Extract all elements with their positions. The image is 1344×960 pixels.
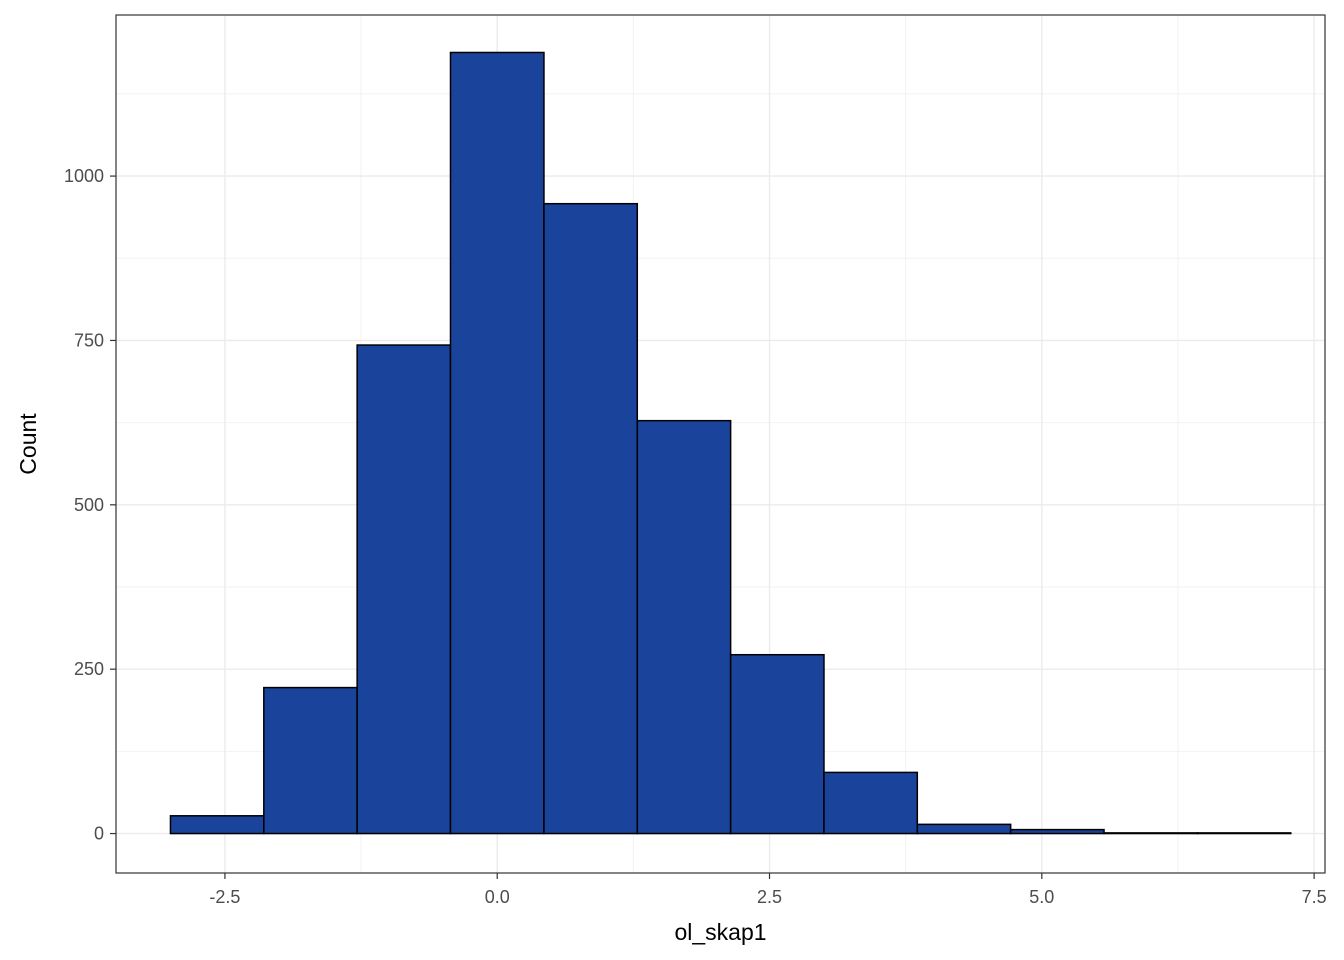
histogram-bars	[169, 51, 1292, 835]
histogram-bar	[543, 202, 639, 835]
histogram-bar	[356, 344, 452, 835]
histogram-bar	[823, 771, 919, 835]
histogram-bar	[263, 686, 358, 835]
histogram-bar	[636, 419, 732, 835]
panel-border	[115, 14, 1326, 874]
x-axis-ticks: -2.5 0.0 2.5 5.0 7.5	[209, 873, 1327, 907]
histogram-bar	[1196, 832, 1292, 835]
histogram-bar	[729, 653, 825, 835]
x-tick-label: 0.0	[485, 887, 510, 907]
histogram-bar	[1103, 832, 1199, 835]
y-tick-label: 750	[74, 330, 104, 350]
x-tick-label: 2.5	[757, 887, 782, 907]
y-tick-label: 1000	[64, 166, 104, 186]
y-tick-label: 250	[74, 659, 104, 679]
y-axis-ticks: 0 250 500 750 1000	[64, 166, 116, 844]
y-tick-label: 500	[74, 495, 104, 515]
x-tick-label: 7.5	[1302, 887, 1327, 907]
histogram-bar	[1009, 828, 1105, 835]
histogram-bar	[916, 823, 1012, 835]
y-axis-title: Count	[15, 413, 41, 475]
histogram-bar	[449, 51, 545, 835]
x-axis-title: ol_skap1	[674, 919, 766, 945]
x-tick-label: -2.5	[209, 887, 240, 907]
histogram-bar	[169, 815, 265, 835]
y-tick-label: 0	[94, 824, 104, 844]
x-tick-label: 5.0	[1029, 887, 1054, 907]
